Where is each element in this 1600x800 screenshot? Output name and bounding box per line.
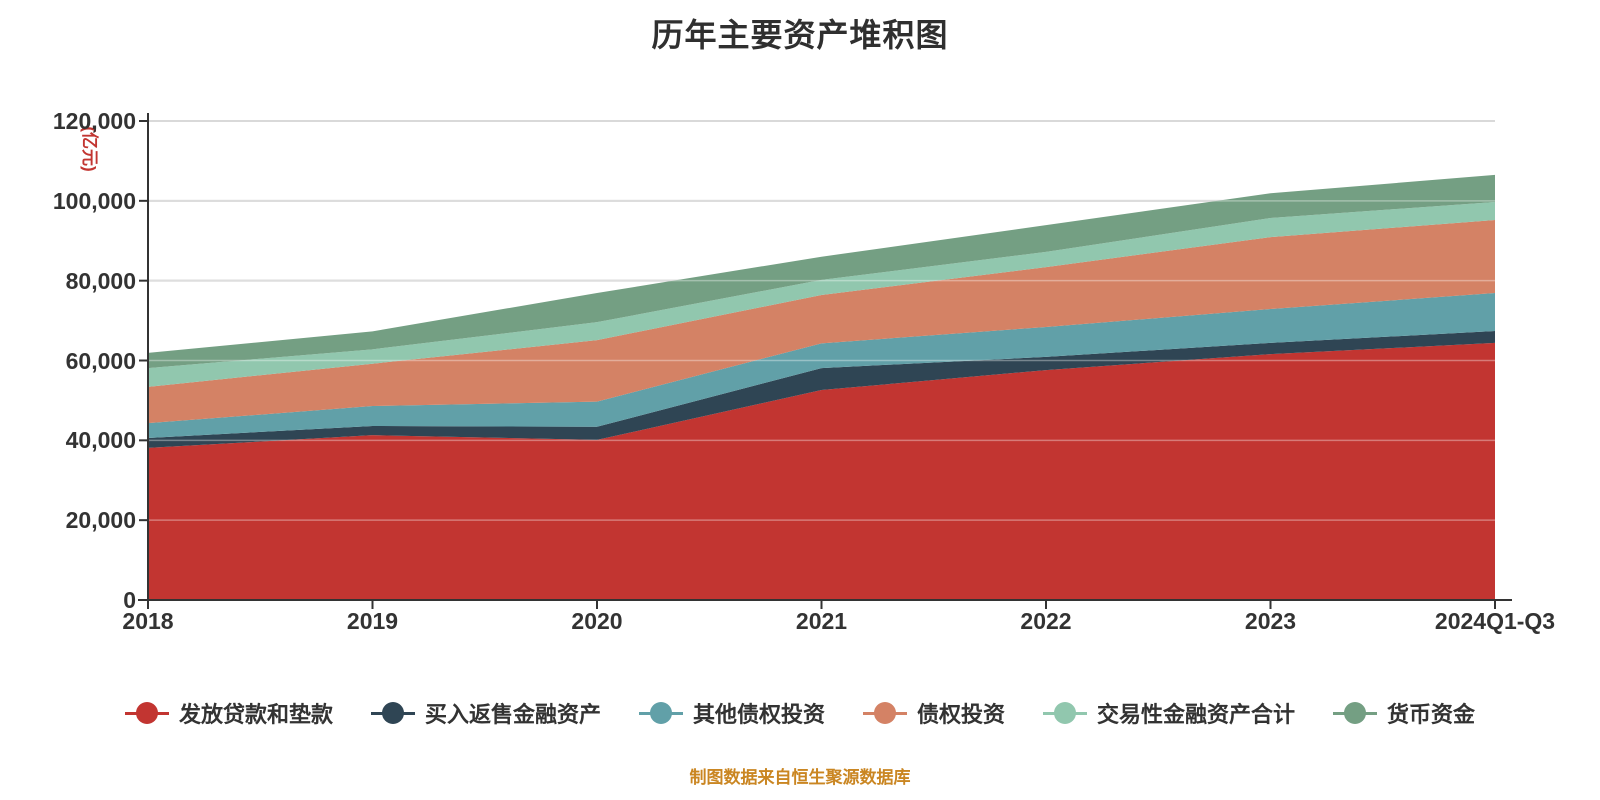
x-axis-tick-label: 2021 xyxy=(795,608,848,634)
legend-dot-icon xyxy=(874,702,896,724)
legend-marker-icon xyxy=(124,702,169,724)
x-axis-tick-label: 2022 xyxy=(1020,608,1072,634)
chart-legend: 发放贷款和垫款 买入返售金融资产 其他债权投资 债权投资 交易性金融资产合计 货币资金 xyxy=(0,697,1600,729)
legend-label: 债权投资 xyxy=(917,702,1006,727)
legend-dot-icon xyxy=(1054,702,1077,724)
y-axis-tick-label: 100,000 xyxy=(52,187,136,214)
legend-item-1[interactable]: 买入返售金融资产 xyxy=(370,697,601,729)
stacked-area-chart xyxy=(138,113,1512,609)
y-axis-tick-label: 120,000 xyxy=(52,108,136,134)
y-axis-tick-label: 80,000 xyxy=(65,267,136,294)
data-source-note: 制图数据来自恒生聚源数据库 xyxy=(689,768,911,787)
legend-label: 买入返售金融资产 xyxy=(424,702,601,727)
x-axis-tick-label: 2018 xyxy=(122,608,174,634)
legend-label: 发放贷款和垫款 xyxy=(178,702,333,727)
series-area-1[interactable] xyxy=(148,330,1495,448)
x-axis-tick-label: 2023 xyxy=(1244,608,1297,634)
legend-label: 其他债权投资 xyxy=(692,702,825,727)
y-axis-tick-label: 40,000 xyxy=(65,427,136,454)
legend-item-5[interactable]: 货币资金 xyxy=(1333,697,1475,729)
legend-marker-icon xyxy=(1043,702,1088,724)
y-axis-tick-label: 20,000 xyxy=(65,507,136,534)
x-axis-tick-label: 2019 xyxy=(346,608,399,634)
legend-marker-icon xyxy=(863,702,907,724)
x-axis-tick-label: 2024Q1-Q3 xyxy=(1434,608,1556,634)
legend-item-0[interactable]: 发放贷款和垫款 xyxy=(124,697,333,729)
legend-item-3[interactable]: 债权投资 xyxy=(863,697,1005,729)
legend-dot-icon xyxy=(135,702,158,724)
legend-label: 交易性金融资产合计 xyxy=(1097,702,1296,727)
legend-item-2[interactable]: 其他债权投资 xyxy=(638,697,825,729)
x-axis-tick-label: 2020 xyxy=(571,608,623,634)
legend-dot-icon xyxy=(1344,702,1367,724)
series-area-0[interactable] xyxy=(148,342,1495,600)
chart-title: 历年主要资产堆积图 xyxy=(651,17,949,53)
series-area-3[interactable] xyxy=(148,219,1495,424)
series-area-4[interactable] xyxy=(148,202,1495,387)
legend-dot-icon xyxy=(649,702,672,724)
legend-marker-icon xyxy=(638,702,683,724)
legend-marker-icon xyxy=(370,702,415,724)
legend-dot-icon xyxy=(381,702,404,724)
legend-marker-icon xyxy=(1333,702,1378,724)
y-axis-tick-label: 60,000 xyxy=(65,347,136,374)
series-area-5[interactable] xyxy=(148,174,1495,369)
legend-item-4[interactable]: 交易性金融资产合计 xyxy=(1043,697,1295,729)
y-axis-tick-label: 0 xyxy=(123,587,136,613)
legend-label: 货币资金 xyxy=(1387,702,1476,727)
series-area-2[interactable] xyxy=(148,293,1495,438)
